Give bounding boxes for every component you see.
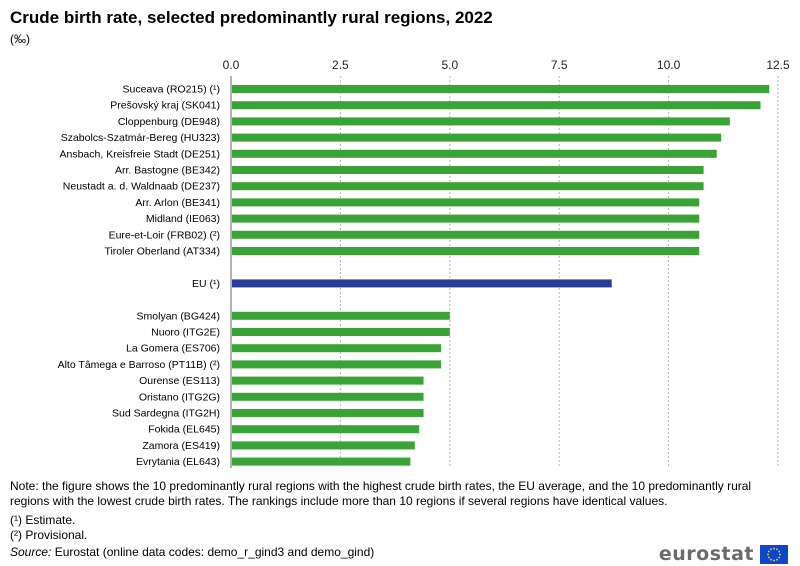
flag-star	[767, 556, 770, 558]
bars	[232, 85, 770, 466]
category-label: Nuoro (ITG2E)	[151, 327, 220, 339]
eu-flag-icon	[760, 544, 788, 564]
bar	[232, 328, 450, 336]
source-label: Source:	[10, 545, 52, 559]
category-label: Ansbach, Kreisfreie Stadt (DE251)	[60, 148, 221, 160]
flag-star	[773, 547, 775, 549]
source-text: Eurostat (online data codes: demo_r_gind…	[54, 545, 375, 559]
bar	[232, 101, 761, 110]
category-label: Cloppenburg (DE948)	[118, 116, 220, 128]
flag-star	[776, 547, 778, 550]
bar	[232, 279, 612, 288]
flag-background	[760, 544, 788, 564]
bar	[232, 198, 700, 207]
chart-title: Crude birth rate, selected predominantly…	[10, 8, 493, 27]
category-label: La Gomera (ES706)	[126, 343, 220, 355]
bar-chart: 0.0 2.5 5.0 7.5 10.0 12.5 Suceava (RO215) (¹)…	[58, 58, 790, 469]
bar	[232, 133, 722, 142]
chart-subtitle: (‰)	[10, 32, 30, 46]
bar	[232, 376, 424, 385]
x-axis-ticks: 0.0 2.5 5.0 7.5 10.0 12.5	[223, 58, 790, 72]
category-label: Arr. Arlon (BE341)	[135, 197, 220, 209]
flag-star	[778, 550, 781, 552]
category-label: Oristano (ITG2G)	[139, 391, 220, 403]
bar	[232, 441, 415, 450]
bar	[232, 214, 700, 223]
bar	[232, 117, 730, 126]
category-label: Prešovský kraj (SK041)	[110, 100, 220, 112]
bar	[232, 392, 424, 401]
category-label: Alto Tâmega e Barroso (PT11B) (²)	[58, 359, 220, 371]
category-label: Sud Sardegna (ITG2H)	[112, 408, 220, 420]
category-label: Suceava (RO215) (¹)	[123, 84, 220, 96]
flag-star	[770, 558, 772, 561]
bar	[232, 149, 717, 158]
source-line: Source: Eurostat (online data codes: dem…	[10, 545, 374, 559]
bar	[232, 230, 700, 239]
flag-star	[767, 553, 769, 555]
bar	[232, 85, 770, 93]
x-tick-label: 10.0	[657, 58, 681, 72]
category-label: Tiroler Oberland (AT334)	[104, 246, 220, 258]
category-label: Zamora (ES419)	[142, 440, 220, 452]
flag-star	[779, 553, 781, 555]
category-label: Arr. Bastogne (BE342)	[115, 165, 220, 177]
flag-star	[773, 559, 775, 561]
category-label: Midland (IE063)	[146, 213, 220, 225]
category-label: Szabolcs-Szatmár-Bereg (HU323)	[61, 132, 220, 144]
x-tick-label: 2.5	[332, 58, 349, 72]
bar	[232, 344, 442, 353]
category-label: Fokida (EL645)	[148, 424, 220, 436]
category-label: Evrytania (EL643)	[136, 456, 220, 468]
note-main: Note: the figure shows the 10 predominan…	[10, 479, 752, 508]
logo-text: eurostat	[658, 543, 754, 565]
bar	[232, 166, 704, 174]
flag-star	[770, 547, 772, 550]
category-label: Smolyan (BG424)	[137, 310, 220, 322]
bar	[232, 409, 424, 417]
note-estimate: (¹) Estimate.	[10, 513, 76, 527]
eurostat-logo: eurostat	[659, 543, 788, 565]
x-tick-label: 5.0	[441, 58, 458, 72]
x-tick-label: 0.0	[223, 58, 240, 72]
x-tick-label: 12.5	[766, 58, 790, 72]
flag-star	[767, 550, 770, 552]
bar	[232, 247, 700, 255]
bar	[232, 457, 411, 466]
category-label: Ourense (ES113)	[139, 375, 220, 387]
x-tick-label: 7.5	[551, 58, 568, 72]
note-provisional: (²) Provisional.	[10, 528, 88, 542]
bar	[232, 360, 442, 369]
bar	[232, 425, 420, 434]
category-labels: Suceava (RO215) (¹) Prešovský kraj (SK041…	[58, 84, 220, 469]
flag-star	[778, 556, 781, 558]
category-label: Neustadt a. d. Waldnaab (DE237)	[63, 181, 220, 193]
category-label: EU (¹)	[192, 278, 220, 290]
flag-star	[776, 558, 778, 561]
category-label: Eure-et-Loir (FRB02) (²)	[109, 229, 220, 241]
bar	[232, 182, 704, 191]
notes: Note: the figure shows the 10 predominan…	[10, 479, 780, 543]
bar	[232, 311, 450, 320]
